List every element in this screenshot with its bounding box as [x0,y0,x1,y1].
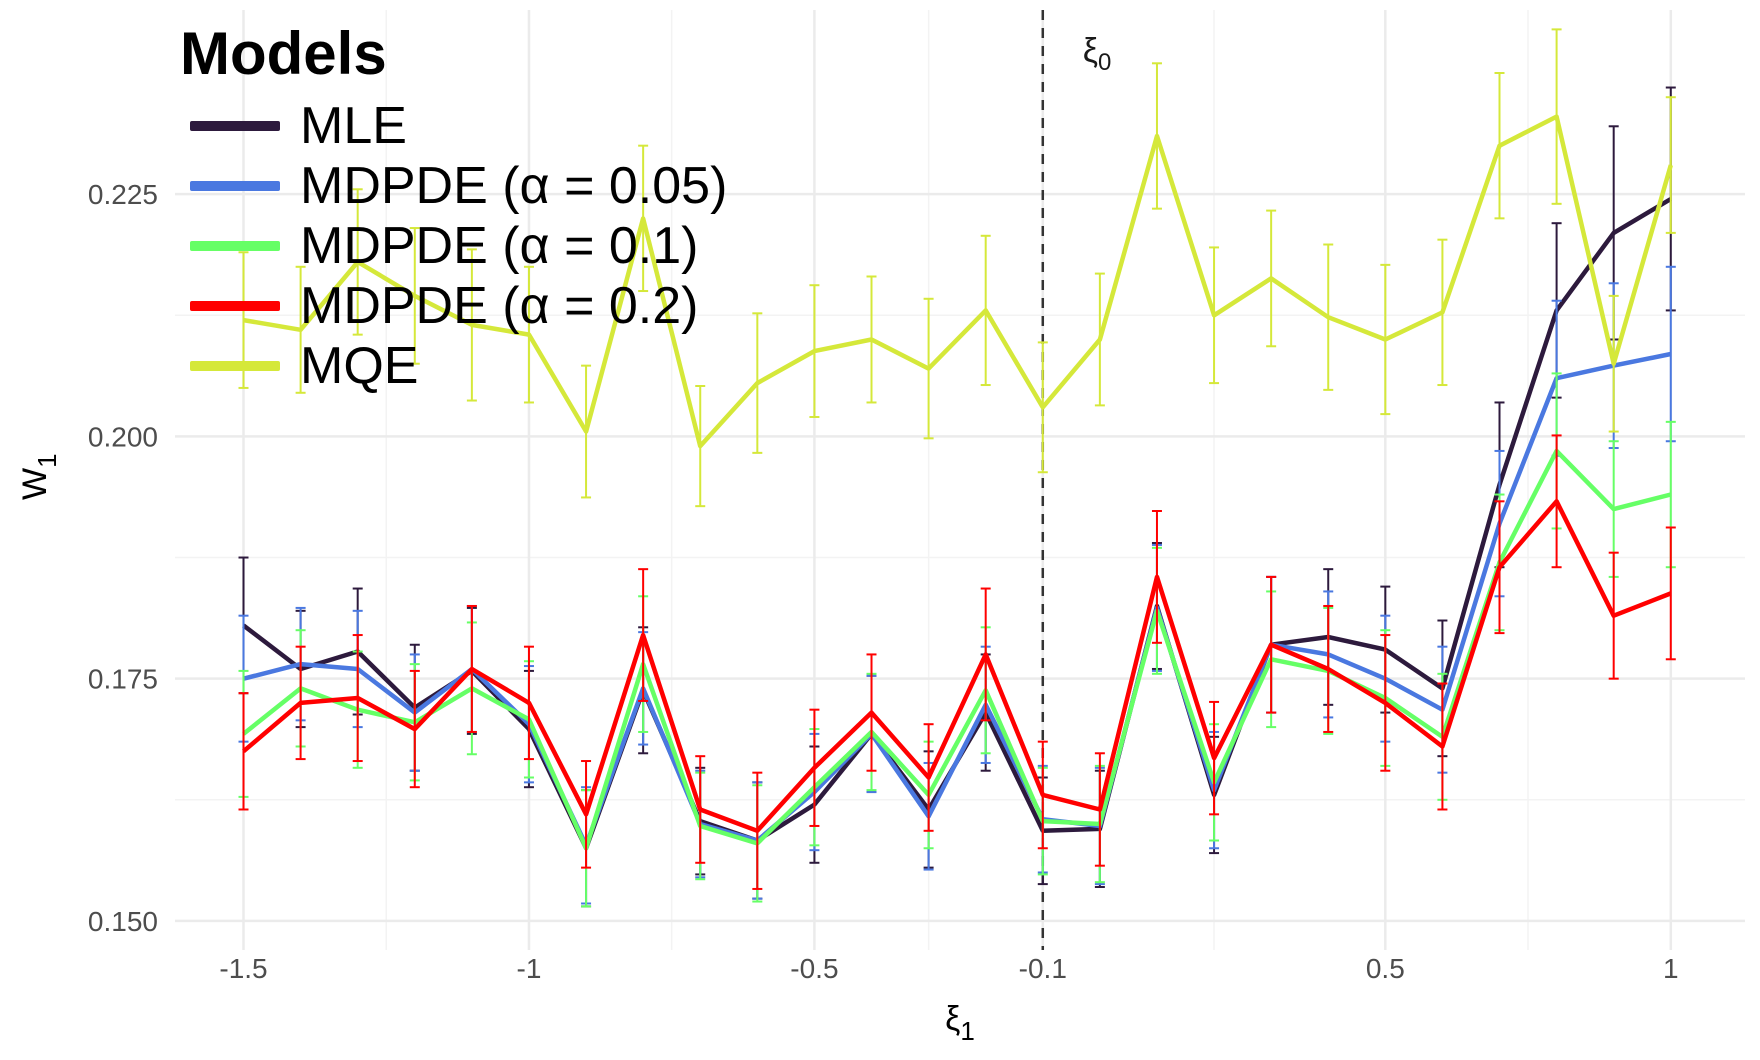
legend-label-mdpde-005: MDPDE (α = 0.05) [300,157,728,215]
y-tick-label: 0.225 [88,179,158,210]
axes: -1.5 -1 -0.5 -0.1 0.5 1 0.150 0.175 0.200 0.225 [88,179,1679,984]
legend-item-mdpde-02: MDPDE (α = 0.2) [180,276,727,336]
y-tick-label: 0.150 [88,906,158,937]
legend-item-mqe: MQE [180,336,727,396]
legend-key-mdpde-02 [190,301,280,311]
series-line [242,499,1672,834]
legend-key-mdpde-01 [190,241,280,251]
x-tick-label: -1.5 [219,953,267,984]
y-tick-label: 0.200 [88,421,158,452]
series-line [242,351,1672,848]
legend-label-mle: MLE [300,97,407,155]
x-tick-label: 0.5 [1366,953,1405,984]
legend-key-mqe [190,361,280,371]
legend: Models MLE MDPDE (α = 0.05) MDPDE (α = 0… [180,18,727,396]
legend-label-mqe: MQE [300,337,419,395]
series-4 [238,28,1676,508]
series-group [238,28,1676,908]
series-line [243,114,1673,449]
legend-label-mdpde-02: MDPDE (α = 0.2) [300,277,699,335]
x-tick-label: -0.1 [1019,953,1067,984]
x-tick-label: -1 [517,953,542,984]
legend-item-mle: MLE [180,96,727,156]
x-tick-label: -0.5 [790,953,838,984]
legend-label-mdpde-01: MDPDE (α = 0.1) [300,217,699,275]
series-line [242,448,1672,851]
legend-key-mle [190,121,280,131]
legend-title: Models [180,20,387,87]
series-3 [238,434,1676,890]
legend-item-mdpde-005: MDPDE (α = 0.05) [180,156,727,216]
y-axis-title: W1 [16,453,62,500]
legend-key-mdpde-005 [190,181,280,191]
y-tick-label: 0.175 [88,664,158,695]
reference-line-label: ξ0 [1083,32,1112,76]
x-axis-title: ξ1 [945,1000,975,1046]
series-2 [238,372,1676,908]
legend-item-mdpde-01: MDPDE (α = 0.1) [180,216,727,276]
x-tick-label: 1 [1663,953,1679,984]
